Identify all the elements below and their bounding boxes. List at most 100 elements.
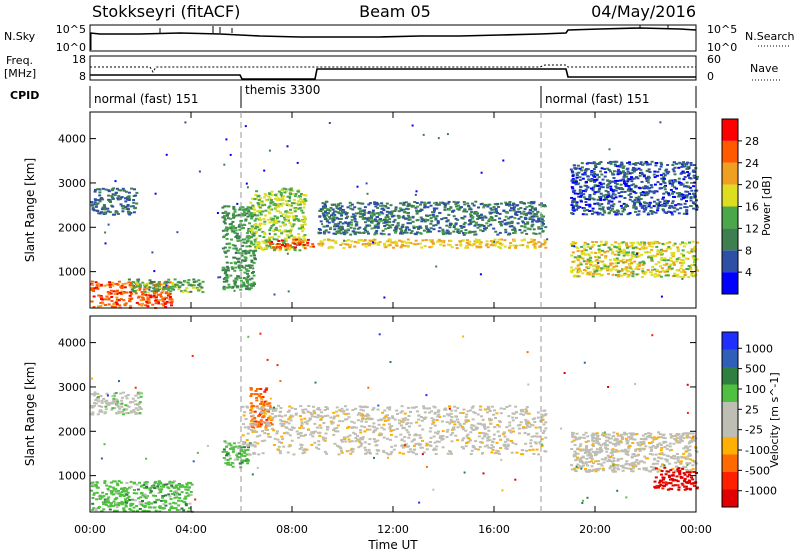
freq-tick-high: 18 [72, 53, 86, 66]
power-x-ticks [89, 112, 697, 308]
velocity-colorbar-tick: 1000 [745, 342, 773, 355]
power-colorbar-tick: 16 [745, 201, 759, 214]
power-ytick-label: 2000 [58, 221, 86, 234]
velocity-colorbar-tick: -25 [745, 424, 763, 437]
power-colorbar: 4 8 12 16 20 24 28 Power [dB] [721, 118, 773, 295]
power-echo-region [267, 238, 315, 250]
power-colorbar-tick: 28 [745, 135, 759, 148]
cpid-segment-1: normal (fast) 151 [94, 92, 198, 106]
velocity-ytick-label: 4000 [58, 337, 86, 350]
velocity-colorbar-segment [722, 402, 738, 420]
time-tick-label: 08:00 [276, 523, 308, 536]
power-colorbar-segment [722, 228, 738, 251]
velocity-echo-layer [90, 332, 699, 513]
power-echo-region [127, 278, 205, 294]
time-tick-label: 20:00 [579, 523, 611, 536]
velocity-ytick-label: 3000 [58, 381, 86, 394]
velocity-colorbar-tick: -100 [745, 444, 770, 457]
velocity-xlabel: Time UT [367, 538, 418, 552]
power-ytick-label: 3000 [58, 177, 86, 190]
velocity-echo-region [653, 466, 699, 491]
velocity-colorbar-tick: 100 [745, 383, 766, 396]
noise-tick-high-right: 10^5 [707, 23, 737, 36]
power-echo-region [249, 187, 308, 252]
velocity-echo-region [241, 404, 548, 456]
velocity-ytick-label: 1000 [58, 470, 86, 483]
velocity-colorbar-segment [722, 437, 738, 455]
noise-tick-low-right: 10^0 [707, 41, 737, 54]
power-colorbar-segment [722, 272, 738, 294]
nave-tick-high: 60 [707, 53, 721, 66]
power-echo-region [569, 160, 699, 216]
power-colorbar-segment [722, 184, 738, 207]
noise-panel: N.Sky 10^5 10^0 10^5 10^0 N.Search [4, 23, 795, 54]
cpid-row: CPID normal (fast) 151 themis 3300 norma… [10, 83, 697, 108]
power-echo-region [90, 187, 139, 216]
power-echo-region [221, 205, 258, 291]
cpid-segment-2: themis 3300 [245, 83, 320, 97]
velocity-colorbar-tick: -500 [745, 464, 770, 477]
velocity-colorbar-segment [722, 349, 738, 367]
nave-tick-low: 0 [707, 70, 714, 83]
power-echo-region [569, 240, 699, 278]
velocity-y-axis: 1000 2000 3000 4000 [58, 337, 696, 483]
power-echo-layer [90, 121, 699, 309]
power-colorbar-tick: 12 [745, 222, 759, 235]
power-colorbar-tick: 4 [745, 266, 752, 279]
nave-label: Nave [750, 62, 778, 75]
frequency-trace [90, 68, 696, 80]
velocity-colorbar-segment [722, 472, 738, 490]
time-tick-label: 00:00 [74, 523, 106, 536]
power-colorbar-tick: 20 [745, 179, 759, 192]
freq-tick-low: 8 [79, 70, 86, 83]
time-tick-label: 00:00 [680, 523, 712, 536]
velocity-x-axis: 00:00 04:00 08:00 12:00 16:00 20:00 00:00 [74, 316, 712, 536]
freq-unit: [MHz] [4, 67, 36, 80]
velocity-colorbar-tick: 500 [745, 363, 766, 376]
power-ytick-label: 1000 [58, 266, 86, 279]
power-colorbar-segment [722, 119, 738, 141]
velocity-colorbar: 1000 500 100 25 -25 -100 -500 -1000 Velocity [m… [721, 331, 781, 508]
velocity-echo-region [570, 431, 699, 473]
power-ylabel: Slant Range [km] [23, 158, 37, 262]
velocity-colorbar-segment [722, 367, 738, 385]
time-tick-label: 12:00 [377, 523, 409, 536]
velocity-colorbar-segment [722, 454, 738, 472]
power-colorbar-label: Power [dB] [760, 176, 773, 236]
power-colorbar-segment [722, 162, 738, 185]
cpid-label: CPID [10, 89, 39, 102]
velocity-colorbar-segment [722, 419, 738, 437]
nave-trace [90, 64, 696, 73]
time-tick-label: 16:00 [478, 523, 510, 536]
velocity-ytick-label: 2000 [58, 425, 86, 438]
noise-sky-trace [89, 27, 697, 38]
station-title: Stokkseyri (fitACF) [92, 2, 240, 21]
velocity-colorbar-tick: -1000 [745, 485, 777, 498]
velocity-ylabel: Slant Range [km] [23, 362, 37, 466]
power-echo-region [317, 238, 548, 250]
noise-tick-low-left: 10^0 [56, 41, 86, 54]
noise-tick-high-left: 10^5 [56, 23, 86, 36]
velocity-colorbar-label: Velocity [m s^-1] [768, 372, 781, 467]
power-y-axis: 1000 2000 3000 4000 [58, 133, 696, 279]
power-colorbar-segment [722, 250, 738, 273]
time-tick-label: 04:00 [175, 523, 207, 536]
noise-right-label: N.Search [745, 30, 795, 43]
velocity-colorbar-segment [722, 332, 738, 350]
power-colorbar-tick: 24 [745, 157, 759, 170]
velocity-colorbar-tick: 25 [745, 403, 759, 416]
date-label: 04/May/2016 [591, 2, 696, 21]
power-echo-region [317, 200, 548, 236]
noise-spikes [90, 25, 669, 50]
power-ytick-label: 4000 [58, 133, 86, 146]
noise-left-label: N.Sky [4, 30, 36, 43]
velocity-colorbar-segment [722, 384, 738, 402]
velocity-echo-region [90, 391, 143, 416]
power-panel: 1000 2000 3000 4000 Slant Range [km] [23, 111, 699, 309]
power-colorbar-segment [722, 206, 738, 229]
velocity-colorbar-segment [722, 489, 738, 507]
velocity-echo-region [90, 480, 194, 513]
cpid-segment-3: normal (fast) 151 [545, 92, 649, 106]
